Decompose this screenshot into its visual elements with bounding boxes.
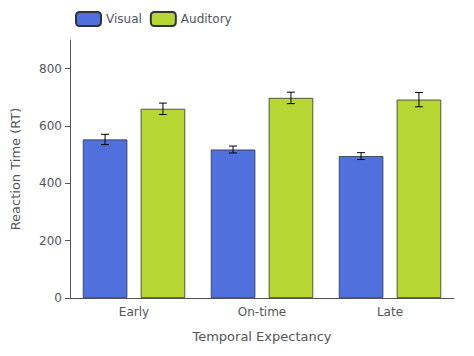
svg-text:Reaction Time (RT): Reaction Time (RT) (8, 108, 23, 231)
svg-text:0: 0 (54, 291, 62, 305)
svg-text:Late: Late (377, 305, 403, 319)
svg-text:Early: Early (119, 305, 149, 319)
svg-text:Auditory: Auditory (181, 12, 232, 26)
svg-text:Visual: Visual (106, 12, 142, 26)
svg-text:On-time: On-time (238, 305, 287, 319)
svg-text:600: 600 (39, 119, 62, 133)
svg-text:Temporal Expectancy: Temporal Expectancy (191, 329, 331, 344)
svg-text:400: 400 (39, 176, 62, 190)
svg-text:800: 800 (39, 62, 62, 76)
svg-text:200: 200 (39, 234, 62, 248)
